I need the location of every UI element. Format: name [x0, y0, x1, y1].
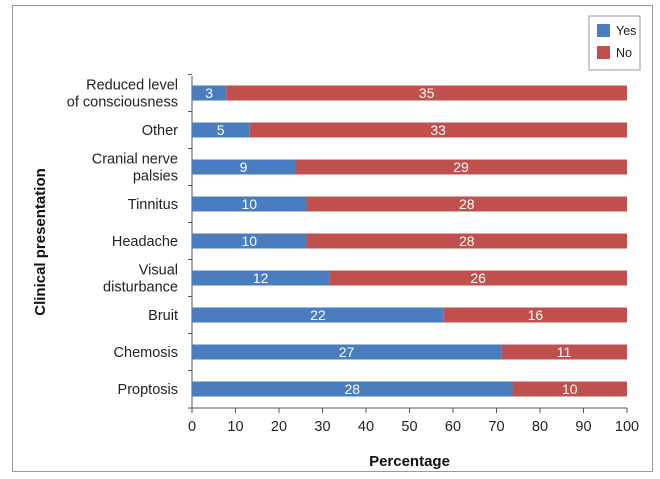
- x-tick-label: 10: [227, 419, 243, 435]
- bar-yes: [192, 85, 227, 101]
- bar-no: [249, 122, 627, 138]
- bar-yes: [192, 122, 250, 138]
- x-axis-title: Percentage: [369, 453, 450, 470]
- bar-no: [306, 196, 627, 212]
- x-tick-label: 50: [401, 419, 417, 435]
- data-label-no: 28: [459, 233, 475, 249]
- data-label-yes: 12: [253, 270, 269, 286]
- x-tick-label: 70: [488, 419, 504, 435]
- category-label: Reduced level: [86, 78, 178, 94]
- data-label-no: 35: [419, 85, 435, 101]
- category-label: Headache: [112, 234, 178, 250]
- category-label: Bruit: [148, 308, 178, 324]
- data-label-yes: 27: [339, 344, 355, 360]
- category-label: Proptosis: [118, 382, 178, 398]
- data-label-yes: 10: [241, 233, 257, 249]
- bar-no: [226, 85, 627, 101]
- data-label-yes: 22: [310, 307, 326, 323]
- x-tick-label: 90: [575, 419, 591, 435]
- bar-yes: [192, 159, 296, 175]
- data-label-yes: 3: [205, 85, 213, 101]
- bar-no: [512, 381, 627, 397]
- x-tick-label: 0: [188, 419, 196, 435]
- y-axis-title: Clinical presentation: [32, 168, 49, 316]
- data-label-yes: 10: [241, 196, 257, 212]
- bar-no: [295, 159, 627, 175]
- legend-label-yes: Yes: [616, 24, 636, 38]
- data-label-yes: 28: [344, 381, 360, 397]
- bar-no: [329, 270, 627, 286]
- x-tick-label: 80: [532, 419, 548, 435]
- category-label: disturbance: [103, 280, 178, 296]
- legend-label-no: No: [616, 46, 632, 60]
- data-label-no: 26: [470, 270, 486, 286]
- bar-yes: [192, 196, 307, 212]
- legend-swatch-no: [597, 46, 610, 59]
- bar-yes: [192, 270, 330, 286]
- category-label: of consciousness: [67, 95, 178, 111]
- data-label-yes: 9: [240, 159, 248, 175]
- legend-swatch-yes: [597, 24, 610, 37]
- bar-no: [306, 233, 627, 249]
- x-tick-label: 60: [445, 419, 461, 435]
- data-label-no: 29: [453, 159, 469, 175]
- category-label: Chemosis: [114, 345, 178, 361]
- bar-yes: [192, 344, 502, 360]
- data-label-no: 33: [430, 122, 446, 138]
- x-tick-label: 30: [314, 419, 330, 435]
- bar-yes: [192, 381, 513, 397]
- category-label: palsies: [133, 169, 178, 185]
- x-tick-label: 20: [271, 419, 287, 435]
- data-label-yes: 5: [217, 122, 225, 138]
- category-label: Tinnitus: [128, 197, 178, 213]
- bar-yes: [192, 307, 444, 323]
- x-tick-label: 40: [358, 419, 374, 435]
- data-label-no: 16: [528, 307, 544, 323]
- bar-no: [501, 344, 627, 360]
- x-tick-label: 100: [615, 419, 639, 435]
- category-label: Cranial nerve: [92, 152, 178, 168]
- data-label-no: 28: [459, 196, 475, 212]
- category-label: Visual: [139, 263, 178, 279]
- category-label: Other: [142, 123, 178, 139]
- data-label-no: 11: [557, 344, 572, 360]
- bar-no: [443, 307, 627, 323]
- data-label-no: 10: [562, 381, 578, 397]
- chart-frame: [12, 5, 653, 472]
- bar-yes: [192, 233, 307, 249]
